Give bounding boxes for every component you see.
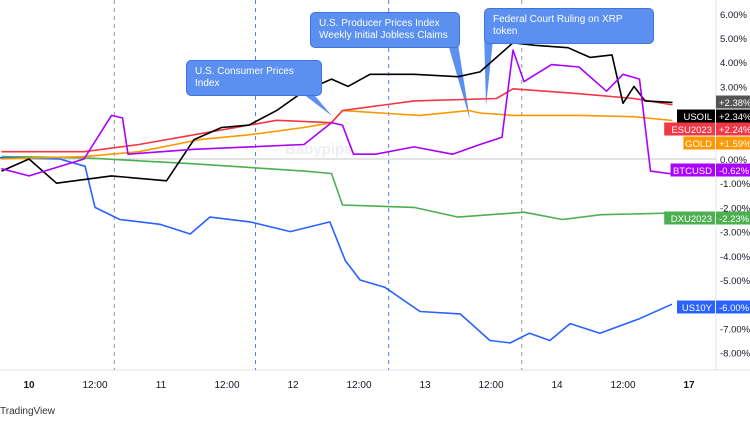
value-tag-label: +2.24%: [719, 125, 750, 136]
value-tag-label: +2.34%: [719, 112, 750, 123]
tradingview-text: TradingView: [0, 406, 56, 417]
x-tick-label: 14: [551, 380, 563, 391]
value-tag-bg: [716, 211, 750, 225]
watermark: Babypips: [285, 141, 353, 158]
x-tick-label: 12:00: [214, 380, 239, 391]
x-tick-label: 12:00: [82, 380, 107, 391]
value-tag-label: +2.38%: [719, 98, 750, 109]
y-tick-label: -2.00%: [720, 203, 750, 214]
value-tag-bg: [716, 122, 750, 136]
y-tick-label: 5.00%: [720, 34, 747, 45]
y-tick-label: -5.00%: [720, 276, 750, 287]
x-tick-label: 10: [23, 380, 35, 391]
legend-tag-bg: [677, 109, 715, 123]
legend-tag-name: BTCUSD: [673, 166, 712, 177]
annotation-ppi: U.S. Producer Prices Index Weekly Initia…: [310, 12, 460, 48]
annotation-ppi-line2: Weekly Initial Jobless Claims: [319, 30, 448, 41]
value-tag-label: -0.62%: [719, 166, 750, 177]
y-tick-label: -1.00%: [720, 179, 750, 190]
value-tag-bg: [716, 300, 750, 314]
series-line-us10y: [0, 157, 673, 344]
y-tick-label: 6.00%: [720, 10, 747, 21]
series-line-esu2023: [1, 88, 673, 153]
series-line-usoil: [1, 41, 673, 184]
legend-tag-bg: [664, 211, 715, 225]
legend-tag-name: US10Y: [682, 303, 713, 314]
y-tick-label: -8.00%: [720, 349, 750, 360]
legend-tag-bg: [670, 163, 715, 177]
y-tick-label: -7.00%: [720, 324, 750, 335]
y-tick-label: 4.00%: [720, 58, 747, 69]
value-tag-bg: [716, 163, 750, 177]
y-tick-label: -4.00%: [720, 252, 750, 263]
legend-tag-name: USOIL: [683, 112, 712, 123]
annotation-ppi-line1: U.S. Producer Prices Index: [319, 18, 440, 29]
y-tick-label: -3.00%: [720, 228, 750, 239]
legend-tag-bg: [677, 300, 715, 314]
callout-pointer: [484, 30, 494, 106]
x-tick-label: 11: [156, 380, 167, 391]
x-tick-label: 13: [419, 380, 431, 391]
x-tick-label: 12:00: [346, 380, 371, 391]
value-tag-label: +1.59%: [719, 139, 750, 150]
annotation-xrp: Federal Court Ruling on XRP token: [484, 8, 654, 44]
y-tick-label: 0.00%: [720, 155, 747, 166]
legend-tag-bg: [683, 136, 715, 150]
series-line-btcusd: [1, 49, 673, 177]
legend-tag-name: DXU2023: [671, 214, 712, 225]
x-tick-label: 12: [287, 380, 299, 391]
value-tag-bg: [716, 109, 750, 123]
x-tick-label: 17: [683, 380, 695, 391]
y-tick-label: 3.00%: [720, 82, 747, 93]
value-tag-label: -6.00%: [719, 303, 750, 314]
series-line-dxu2023: [1, 155, 673, 221]
legend-tag-name: GOLD: [685, 139, 712, 150]
callout-pointer: [448, 44, 470, 120]
value-tag-bg: [716, 136, 750, 150]
value-tag-label: -2.23%: [719, 214, 750, 225]
legend-tag-bg: [664, 122, 715, 136]
x-tick-label: 12:00: [478, 380, 503, 391]
x-tick-label: 12:00: [610, 380, 635, 391]
annotation-cpi: U.S. Consumer Prices Index: [186, 60, 322, 96]
value-tag-bg: [716, 95, 750, 109]
legend-tag-name: ESU2023: [671, 125, 712, 136]
tradingview-logo: TradingView: [0, 406, 55, 417]
